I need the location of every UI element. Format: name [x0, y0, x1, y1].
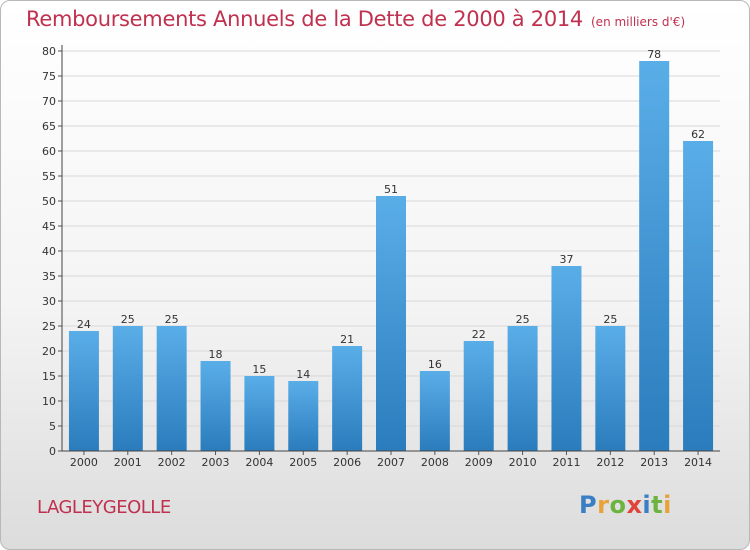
data-label: 15 [252, 363, 266, 376]
logo-letter: o [609, 491, 627, 519]
commune-name: LAGLEYGEOLLE [37, 497, 171, 518]
data-label: 62 [691, 128, 705, 141]
data-label: 22 [472, 328, 486, 341]
x-tick-label: 2010 [509, 456, 537, 469]
logo-letter: P [579, 491, 598, 519]
y-tick-label: 15 [42, 370, 56, 383]
x-tick-label: 2014 [684, 456, 712, 469]
y-tick-label: 10 [42, 395, 56, 408]
x-tick-label: 2002 [158, 456, 186, 469]
bar [244, 376, 275, 451]
chart-subtitle: (en milliers d'€) [591, 15, 686, 29]
y-tick-label: 35 [42, 270, 56, 283]
data-label: 51 [384, 183, 398, 196]
logo-letter: t [651, 491, 664, 519]
bar [639, 61, 670, 451]
bar [332, 346, 363, 451]
bar [288, 381, 319, 451]
x-tick-label: 2013 [640, 456, 668, 469]
x-tick-label: 2011 [552, 456, 580, 469]
data-label: 25 [603, 313, 617, 326]
logo-letter: x [626, 491, 643, 519]
x-tick-label: 2001 [114, 456, 142, 469]
bar [551, 266, 582, 451]
x-tick-label: 2012 [596, 456, 624, 469]
data-label: 18 [209, 348, 223, 361]
x-tick-label: 2007 [377, 456, 405, 469]
x-tick-label: 2004 [245, 456, 273, 469]
y-tick-label: 65 [42, 120, 56, 133]
y-tick-label: 5 [49, 420, 56, 433]
data-label: 24 [77, 318, 91, 331]
y-tick-label: 20 [42, 345, 56, 358]
data-label: 16 [428, 358, 442, 371]
logo-letter: i [663, 491, 672, 519]
data-label: 25 [121, 313, 135, 326]
x-tick-label: 2003 [202, 456, 230, 469]
data-label: 14 [296, 368, 310, 381]
data-label: 21 [340, 333, 354, 346]
y-tick-label: 40 [42, 245, 56, 258]
y-tick-label: 75 [42, 70, 56, 83]
logo-letter: r [597, 491, 610, 519]
chart-title: Remboursements Annuels de la Dette de 20… [26, 7, 685, 31]
x-tick-label: 2008 [421, 456, 449, 469]
bar [595, 326, 626, 451]
bar [68, 331, 99, 451]
data-label: 25 [516, 313, 530, 326]
bar [200, 361, 231, 451]
bar [683, 141, 714, 451]
x-tick-label: 2005 [289, 456, 317, 469]
bar [507, 326, 538, 451]
bar [376, 196, 406, 451]
data-label: 37 [559, 253, 573, 266]
y-tick-label: 45 [42, 220, 56, 233]
chart-title-text: Remboursements Annuels de la Dette de 20… [26, 7, 583, 31]
data-label: 78 [647, 48, 661, 61]
x-tick-label: 2009 [465, 456, 493, 469]
x-tick-label: 2000 [70, 456, 98, 469]
y-tick-label: 0 [49, 445, 56, 458]
y-tick-label: 50 [42, 195, 56, 208]
bar [463, 341, 494, 451]
bar [156, 326, 187, 451]
proxiti-logo: Proxiti [579, 491, 672, 519]
y-tick-label: 25 [42, 320, 56, 333]
bar [419, 371, 450, 451]
y-tick-label: 60 [42, 145, 56, 158]
x-tick-label: 2006 [333, 456, 361, 469]
bar [112, 326, 143, 451]
y-tick-label: 70 [42, 95, 56, 108]
y-tick-label: 55 [42, 170, 56, 183]
y-tick-label: 80 [42, 45, 56, 58]
y-tick-label: 30 [42, 295, 56, 308]
data-label: 25 [165, 313, 179, 326]
logo-letter: i [642, 491, 652, 519]
